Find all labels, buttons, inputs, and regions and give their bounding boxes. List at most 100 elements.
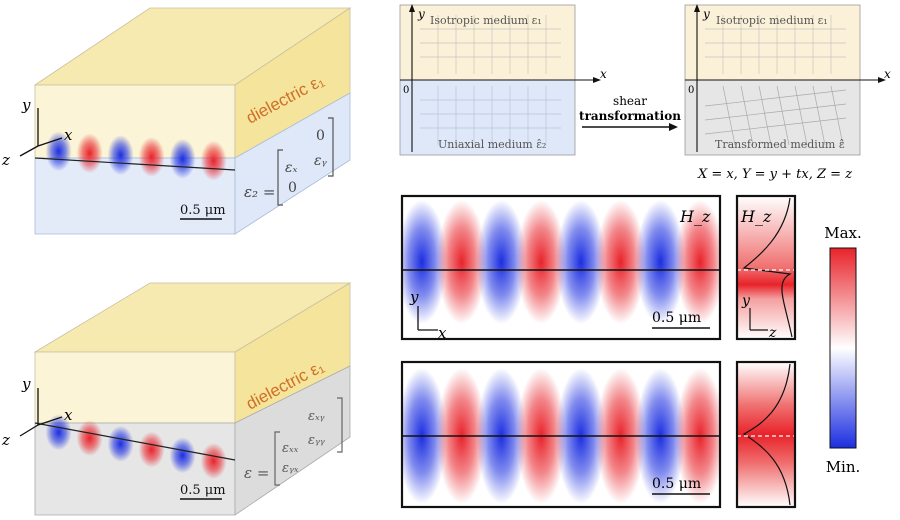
bottom-block-scale-label: 0.5 μm	[180, 483, 226, 498]
right-panel-grid	[704, 15, 847, 146]
colorbar-max-label: Max.	[824, 224, 862, 242]
bottom-block-m12: εₓᵧ	[308, 409, 325, 424]
field-max-lobe	[138, 136, 165, 177]
right-panel-lower	[684, 79, 861, 156]
top-block-m21: 0	[288, 180, 297, 196]
top-block-m22: εᵧ	[314, 153, 328, 169]
left-panel-bottom-label: Uniaxial medium ε̂₂	[438, 138, 546, 151]
field-max-lobe	[516, 200, 566, 324]
bottom-block-lower-side	[234, 365, 351, 516]
bottom-block-eps-lhs: ε =	[244, 464, 269, 482]
left-panel-y-arrow	[409, 4, 415, 12]
left-panel-top-label: Isotropic medium ε₁	[430, 14, 542, 27]
right-panel-top-label: Isotropic medium ε₁	[716, 14, 828, 27]
bottom-3d-block: dielectric ε₁ ε = εₓₓ εₓᵧ εᵧₓ εᵧᵧ 0.5 μm…	[1, 282, 352, 516]
bottom-block-z-axis	[19, 424, 39, 437]
field-bottom-profile-frame	[735, 360, 797, 509]
top-block-eps-lhs: ε₂ =	[244, 183, 275, 201]
top-block-x-axis	[37, 137, 63, 147]
left-panel-origin: 0	[403, 85, 409, 96]
right-panel-y-arrow	[694, 4, 700, 12]
top-block-field-pattern	[45, 131, 227, 181]
grid-line	[704, 103, 847, 121]
transformation-arrowhead	[669, 123, 678, 131]
field-max-lobe	[138, 431, 165, 468]
bottom-block-axis-y-label: y	[21, 375, 31, 393]
grid-line	[758, 85, 772, 146]
transformation-diagram: y x 0 Isotropic medium ε₁ Uniaxial mediu…	[399, 4, 891, 182]
field-min-lobe	[169, 138, 196, 179]
bottom-block-field-pattern	[45, 414, 227, 480]
field-map-bottom: 0.5 μm	[400, 360, 797, 509]
grid-line	[830, 85, 844, 146]
left-panel-axis-y-label: y	[417, 7, 425, 21]
field-max-lobe	[76, 420, 103, 457]
field-bottom-frame	[400, 360, 722, 509]
field-top-profile-fill	[737, 196, 795, 339]
bottom-block-m22: εᵧᵧ	[308, 433, 325, 448]
bottom-block-m11: εₓₓ	[282, 441, 299, 456]
field-top-axis-x-label: x	[438, 324, 447, 342]
colorbar-gradient	[829, 247, 857, 449]
bottom-block-axis-z-label: z	[1, 431, 10, 449]
field-min-lobe	[107, 425, 134, 462]
right-panel-axis-x-label: x	[884, 67, 891, 81]
field-max-lobe	[76, 133, 103, 174]
right-panel-x-arrow	[878, 77, 886, 83]
field-min-lobe	[45, 414, 72, 451]
field-min-lobe	[635, 200, 686, 324]
field-min-lobe	[476, 200, 527, 324]
field-top-blobs	[402, 200, 720, 324]
top-3d-block: dielectric ε₁ ε₂ = εₓ 0 0 εᵧ 0.5 μm y x …	[1, 7, 352, 235]
top-block-axis-x-label: x	[64, 126, 73, 144]
grid-line	[776, 85, 790, 146]
field-top-profile-axis-z-label: z	[768, 325, 777, 341]
field-max-lobe	[200, 443, 227, 480]
field-max-lobe	[675, 200, 720, 324]
top-block-lower-side	[234, 92, 351, 235]
field-bottom-profile-curve	[742, 363, 791, 506]
field-min-lobe	[107, 135, 134, 176]
top-block-interface-line	[34, 157, 236, 171]
colorbar-min-label: Min.	[826, 458, 861, 476]
left-panel-x-arrow	[593, 77, 601, 83]
field-top-profile-frame	[735, 194, 797, 341]
left-panel-axis-x-label: x	[600, 67, 607, 81]
field-min-lobe	[402, 200, 447, 324]
grid-line	[704, 117, 847, 135]
top-block-axis-z-label: z	[1, 151, 10, 169]
field-map-top: H_z 0.5 μm y x H_z y z	[400, 194, 797, 342]
bottom-block-matrix-right-bracket	[337, 397, 343, 453]
shear-label: shear	[613, 94, 647, 108]
top-block-m12: 0	[316, 128, 325, 144]
colorbar: Max. Min.	[824, 224, 862, 476]
right-panel-axis-y-label: y	[702, 7, 710, 21]
bottom-block-axis-x-label: x	[64, 406, 73, 424]
transformation-label: transformation	[579, 109, 681, 123]
transformation-equation: X = x, Y = y + tx, Z = z	[697, 167, 852, 182]
right-panel-origin: 0	[688, 85, 694, 96]
top-block-matrix-left-bracket	[277, 149, 283, 206]
field-bottom-scale-label: 0.5 μm	[652, 476, 701, 492]
field-max-lobe	[595, 200, 646, 324]
top-block-m11: εₓ	[285, 160, 298, 176]
field-top-profile-hz-label: H_z	[740, 207, 772, 226]
field-min-lobe	[556, 200, 606, 324]
field-top-axis-y-label: y	[409, 288, 419, 306]
field-max-lobe	[436, 200, 487, 324]
field-top-profile-curve	[742, 197, 793, 338]
field-min-lobe	[169, 437, 196, 474]
bottom-block-interface-line	[34, 422, 236, 461]
grid-line	[722, 85, 736, 146]
left-panel-grid	[420, 15, 561, 145]
field-top-profile-axis-y-label: y	[741, 293, 751, 309]
top-block-axis-y-label: y	[21, 96, 31, 114]
top-block-scale-label: 0.5 μm	[180, 203, 226, 218]
grid-line	[812, 85, 826, 146]
field-top-hz-label: H_z	[679, 207, 711, 226]
bottom-block-m21: εᵧₓ	[282, 461, 299, 476]
bottom-block-x-axis	[37, 416, 63, 426]
top-block-z-axis	[19, 145, 39, 157]
top-block-matrix-right-bracket	[328, 117, 334, 177]
